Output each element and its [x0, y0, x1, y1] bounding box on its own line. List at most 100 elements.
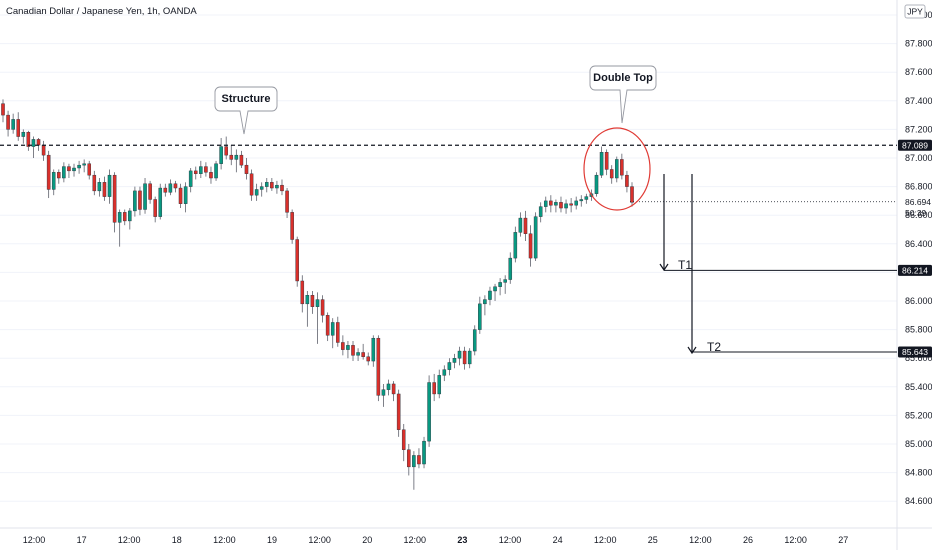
price-tick-label: 85.400 [905, 382, 932, 392]
candle-bullish [564, 199, 568, 214]
candle-bearish [87, 160, 92, 180]
candle-bearish [417, 448, 421, 469]
target-2-price: 85.643 [902, 347, 928, 357]
candle-bearish [569, 198, 573, 213]
time-tick-label: 23 [457, 535, 467, 545]
candle-bearish [138, 186, 142, 216]
candle-bullish [72, 163, 76, 177]
candle-bearish [528, 225, 533, 267]
double-top-circle[interactable] [583, 127, 651, 211]
candle-bearish [6, 110, 10, 137]
candle-bullish [254, 183, 259, 201]
candle-bullish [427, 375, 431, 447]
candle-bullish [478, 296, 482, 334]
candle-bearish [57, 169, 61, 184]
time-tick-label: 12:00 [213, 535, 236, 545]
candle-bearish [300, 275, 305, 313]
candle-bearish [173, 180, 178, 193]
candle-bearish [209, 166, 213, 184]
candle-bearish [148, 180, 152, 204]
currency-label: JPY [907, 7, 923, 17]
candle-bearish [239, 150, 244, 169]
candle-bearish [376, 335, 381, 402]
candle-bearish [178, 183, 183, 209]
candle-bullish [214, 160, 218, 181]
price-tick-label: 87.000 [905, 153, 932, 163]
time-tick-label: 24 [553, 535, 563, 545]
candle-bullish [437, 369, 442, 399]
time-tick-label: 26 [743, 535, 753, 545]
candle-bearish [153, 196, 157, 223]
candle-bullish [381, 383, 386, 407]
candle-bullish [62, 162, 66, 183]
price-tick-label: 84.600 [905, 496, 932, 506]
time-axis[interactable]: 12:00 17 12:00 18 12:00 19 12:00 20 12:00 23 12:00… [23, 535, 848, 545]
candle-bearish [290, 209, 294, 244]
candle-bullish [168, 179, 173, 196]
time-tick-label: 19 [267, 535, 277, 545]
price-tick-label: 87.800 [905, 39, 932, 49]
price-tick-label: 85.000 [905, 439, 932, 449]
candle-bearish [285, 188, 289, 219]
time-tick-label: 12:00 [689, 535, 712, 545]
time-tick-label: 20 [362, 535, 372, 545]
candle-bearish [270, 178, 274, 191]
currency-badge[interactable]: JPY [904, 4, 926, 19]
candle-bullish [371, 335, 376, 367]
time-tick-label: 18 [172, 535, 182, 545]
candle-bearish [46, 150, 51, 199]
chart-pane[interactable] [0, 0, 897, 528]
candle-bullish [386, 379, 391, 396]
candle-bullish [533, 212, 538, 261]
candle-bearish [244, 158, 249, 180]
candle-bullish [493, 283, 497, 301]
candle-bearish [366, 352, 370, 366]
candle-bearish [625, 170, 629, 193]
candle-bullish [82, 159, 86, 173]
candle-bearish [391, 381, 396, 402]
candle-bullish [554, 199, 558, 213]
candle-bearish [249, 169, 254, 201]
price-axis[interactable]: 84.600 84.800 85.000 85.200 85.400 85.600 85.8… [905, 10, 932, 506]
price-tick-label: 85.600 [905, 353, 932, 363]
candle-bearish [549, 195, 553, 213]
candle-bullish [31, 136, 36, 158]
target-1-label: T1 [678, 258, 692, 272]
candle-bullish [412, 451, 416, 490]
candles [1, 99, 634, 490]
target-1-price: 86.214 [902, 265, 928, 275]
target-2-arrow[interactable] [687, 174, 697, 355]
price-tick-label: 85.200 [905, 410, 932, 420]
time-tick-label: 27 [838, 535, 848, 545]
candle-bullish [498, 278, 502, 296]
candle-bearish [432, 373, 436, 402]
time-tick-label: 12:00 [23, 535, 46, 545]
candle-bearish [112, 172, 117, 233]
candle-bullish [346, 341, 350, 359]
candle-bearish [523, 210, 528, 241]
candle-bullish [599, 146, 604, 179]
time-tick-label: 12:00 [308, 535, 331, 545]
candle-bearish [229, 145, 234, 166]
candle-bullish [467, 348, 472, 369]
structure-label: Structure [222, 93, 271, 105]
time-tick-label: 12:00 [118, 535, 141, 545]
candle-bullish [183, 182, 188, 213]
candle-bullish [457, 346, 462, 366]
time-tick-label: 12:00 [594, 535, 617, 545]
candle-bearish [559, 196, 563, 213]
candle-bullish [77, 160, 81, 174]
candle-bullish [11, 113, 15, 134]
candle-bullish [513, 226, 518, 263]
candle-bullish [265, 178, 269, 193]
double-top-callout[interactable]: Double Top [589, 65, 657, 124]
candle-bearish [310, 290, 315, 314]
structure-callout[interactable]: Structure [214, 86, 278, 135]
candle-bearish [204, 162, 208, 177]
candle-bullish [188, 168, 193, 193]
candle-bearish [407, 444, 411, 476]
candle-bullish [97, 178, 102, 197]
candle-bullish [579, 195, 584, 207]
price-tick-label: 87.600 [905, 67, 932, 77]
